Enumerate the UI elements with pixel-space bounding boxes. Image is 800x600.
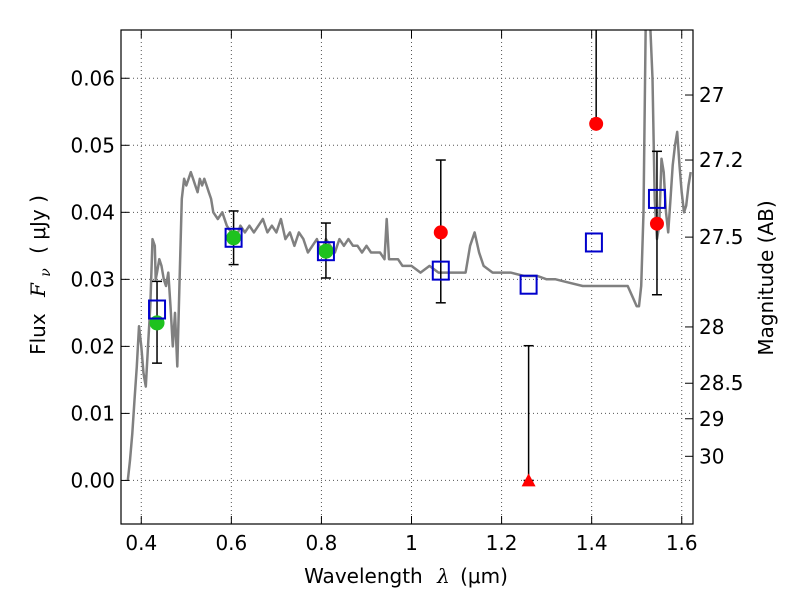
- y2-tick-label: 29: [699, 407, 724, 431]
- data-points: [148, 116, 666, 487]
- blue-square-point: [647, 188, 666, 209]
- y-tick-label: 0.02: [70, 334, 115, 358]
- green-point: [318, 243, 334, 259]
- axes-frame: [120, 29, 694, 525]
- ticks: 0.4 0.6 0.8 1 1.2 1.4 1.6 0.00 0.01 0.02 0.03 0.04 0…: [70, 30, 744, 555]
- y-tick-label: 0.04: [70, 200, 115, 224]
- x-tick-label: 0.4: [125, 531, 157, 555]
- red-point: [589, 116, 604, 131]
- y-tick-label: 0.06: [70, 66, 115, 90]
- x-axis-title-prefix: Wavelength: [304, 564, 423, 588]
- y-tick-label: 0.01: [70, 401, 115, 425]
- y-axis-title: Flux F ν ( μJy ): [26, 195, 55, 355]
- y2-tick-label: 27.2: [699, 148, 744, 172]
- axes: [120, 29, 694, 525]
- model-sed-layer: [126, 30, 692, 481]
- x-tick-label: 1.4: [576, 531, 608, 555]
- y-axis-title-prefix: Flux: [26, 313, 50, 355]
- blue-square-point: [148, 299, 167, 320]
- y-axis-title-subscript: ν: [38, 268, 54, 277]
- x-tick-label: 0.8: [306, 531, 338, 555]
- x-axis-title-unit: (μm): [460, 564, 508, 588]
- blue-square-point: [224, 227, 243, 248]
- grid: [121, 30, 693, 524]
- y-tick-label: 0.00: [70, 468, 115, 492]
- y2-tick-label: 27: [699, 83, 724, 107]
- blue-square-point: [431, 260, 450, 281]
- x-tick-label: 1.2: [486, 531, 518, 555]
- x-tick-label: 1.6: [666, 531, 698, 555]
- blue-square-point: [519, 274, 538, 295]
- y2-tick-label: 28: [699, 315, 724, 339]
- blue-square-point: [316, 241, 335, 262]
- red-point: [433, 225, 448, 240]
- y-tick-label: 0.05: [70, 133, 115, 157]
- y2-tick-label: 30: [699, 444, 724, 468]
- model-sed-line: [126, 30, 692, 481]
- plot-area: [126, 30, 692, 487]
- red-point: [649, 216, 664, 231]
- blue-square-point: [584, 232, 603, 253]
- y2-tick-label: 28.5: [699, 371, 744, 395]
- green-point: [226, 230, 242, 246]
- y-axis-title-symbol: F: [26, 282, 50, 298]
- x-tick-label: 1: [405, 531, 418, 555]
- y2-tick-label: 27.5: [699, 225, 744, 249]
- x-axis-title: Wavelength λ (μm): [304, 564, 508, 588]
- y-axis-title-unit: ( μJy ): [26, 195, 50, 254]
- x-axis-title-symbol: λ: [436, 564, 450, 588]
- y-tick-label: 0.03: [70, 267, 115, 291]
- y2-axis-title: Magnitude (AB): [754, 200, 778, 355]
- x-tick-label: 0.6: [215, 531, 247, 555]
- red-upper-limit-marker: [521, 473, 536, 487]
